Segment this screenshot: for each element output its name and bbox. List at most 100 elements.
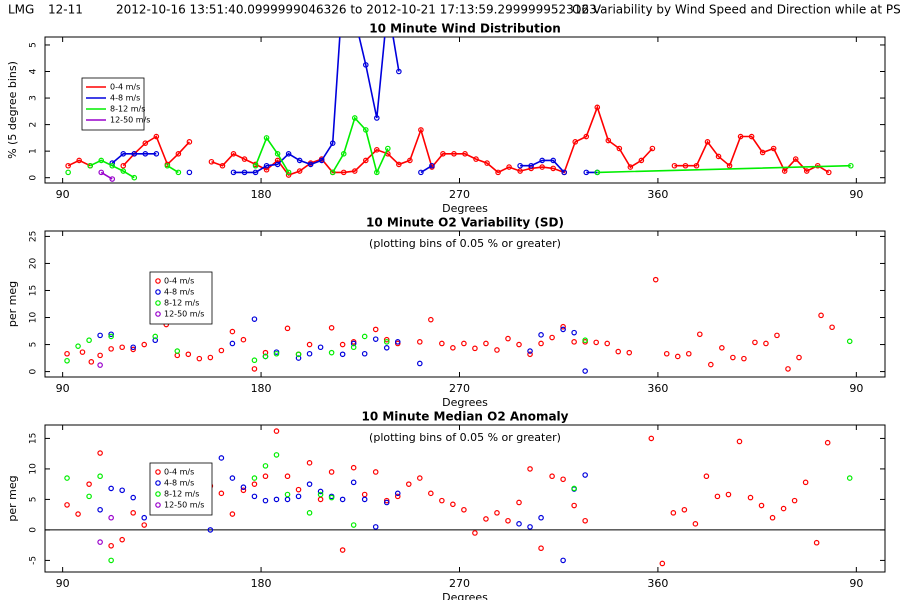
y-tick-label: 0 — [29, 527, 39, 533]
data-point — [604, 340, 611, 347]
data-point — [97, 450, 103, 456]
period: 2012-10-16 13:51:40.0999999046326 to 201… — [116, 3, 597, 17]
data-point — [339, 547, 346, 553]
data-point — [350, 464, 357, 471]
data-point — [76, 157, 82, 164]
data-point — [295, 493, 302, 500]
x-tick-label: 90 — [56, 188, 70, 201]
data-point — [769, 514, 776, 521]
data-point — [494, 347, 500, 353]
data-point — [131, 174, 138, 181]
data-point — [791, 497, 798, 504]
data-point — [328, 469, 335, 475]
data-point — [142, 140, 149, 146]
legend-label: 4-8 m/s — [164, 288, 194, 297]
data-point — [87, 162, 93, 169]
y-axis-label: per meg — [6, 281, 19, 327]
data-point — [405, 481, 412, 487]
data-point — [108, 557, 114, 564]
legend-label: 8-12 m/s — [164, 490, 199, 499]
data-point — [350, 479, 357, 486]
data-point — [251, 366, 258, 372]
data-point — [97, 506, 103, 513]
data-point — [329, 169, 336, 176]
plot-area — [64, 428, 853, 567]
data-point — [317, 496, 324, 503]
data-point — [383, 339, 390, 345]
data-point — [284, 473, 291, 480]
panel-title: 10 Minute Wind Distribution — [369, 22, 560, 36]
data-point — [328, 494, 335, 501]
data-point — [295, 355, 302, 361]
data-point — [681, 506, 688, 513]
data-point — [208, 158, 215, 165]
data-point — [75, 511, 81, 517]
data-point — [781, 168, 788, 174]
data-point — [318, 157, 325, 164]
data-point — [572, 139, 579, 145]
data-point — [594, 169, 601, 176]
legend-swatch — [155, 469, 161, 475]
data-point — [538, 514, 544, 521]
x-tick-label: 360 — [647, 577, 668, 590]
plot-frame — [44, 36, 886, 184]
y-tick-label: 5 — [28, 42, 38, 48]
data-point — [730, 354, 736, 361]
data-point — [550, 157, 556, 164]
legend-label: 0-4 m/s — [164, 468, 194, 477]
data-point — [317, 491, 324, 498]
data-point — [317, 488, 324, 495]
data-point — [439, 497, 445, 504]
data-point — [824, 439, 831, 446]
data-point — [240, 484, 247, 491]
panel-subtitle: (plotting bins of 0.05 % or greater) — [369, 431, 561, 444]
data-point — [374, 147, 380, 153]
y-tick-label: 10 — [29, 312, 39, 324]
data-point — [108, 485, 114, 492]
data-point — [747, 494, 754, 501]
data-point — [64, 350, 70, 357]
data-point — [340, 151, 347, 157]
data-point — [385, 145, 391, 152]
data-point — [796, 354, 802, 361]
data-point — [97, 332, 103, 339]
data-point — [396, 68, 402, 75]
data-point — [429, 162, 435, 169]
data-point — [550, 165, 556, 172]
data-point — [674, 353, 681, 360]
data-point — [361, 496, 368, 503]
data-point — [229, 340, 236, 347]
data-point — [351, 168, 358, 174]
data-point — [285, 172, 292, 178]
data-point — [483, 340, 489, 347]
data-point — [262, 497, 269, 504]
data-point — [516, 521, 522, 527]
data-point — [252, 162, 259, 169]
data-point — [593, 339, 599, 346]
data-point — [196, 355, 203, 362]
data-point — [186, 169, 193, 176]
legend: 0-4 m/s 4-8 m/s 8-12 m/s 12-50 m/s — [81, 77, 150, 131]
legend: 0-4 m/s 4-8 m/s 8-12 m/s 12-50 m/s — [149, 271, 213, 325]
data-point — [86, 337, 92, 344]
data-point — [704, 139, 711, 145]
data-point — [752, 339, 758, 346]
data-point — [306, 481, 313, 487]
data-point — [174, 348, 181, 354]
data-point — [516, 499, 522, 506]
series-line — [111, 37, 598, 174]
data-point — [473, 156, 479, 162]
data-point — [339, 341, 346, 348]
data-point — [417, 339, 423, 345]
data-point — [649, 145, 656, 152]
header-title: O2 Variability by Wind Speed and Directi… — [572, 3, 900, 17]
data-point — [130, 346, 136, 353]
y-tick-label: 15 — [29, 285, 39, 296]
data-point — [829, 324, 835, 331]
data-point — [517, 168, 523, 174]
y-tick-label: 20 — [29, 257, 39, 269]
data-point — [273, 496, 280, 503]
data-point — [803, 168, 810, 174]
data-point — [340, 169, 347, 176]
